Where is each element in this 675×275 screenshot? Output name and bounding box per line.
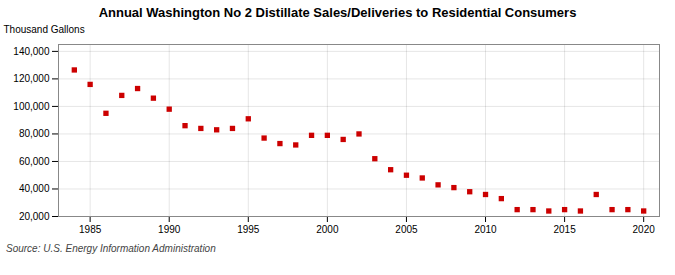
html-text:Source: U.S. Energy Informatio: Source: U.S. Energy Information Administ… bbox=[6, 243, 216, 254]
svg-text:20,000: 20,000 bbox=[19, 211, 50, 222]
svg-text:1995: 1995 bbox=[237, 224, 260, 235]
svg-text:80,000: 80,000 bbox=[19, 128, 50, 139]
svg-text:140,000: 140,000 bbox=[13, 46, 50, 57]
svg-text:2000: 2000 bbox=[316, 224, 339, 235]
svg-text:2010: 2010 bbox=[474, 224, 497, 235]
svg-text:100,000: 100,000 bbox=[13, 101, 50, 112]
svg-text:2020: 2020 bbox=[633, 224, 656, 235]
svg-text:2015: 2015 bbox=[553, 224, 576, 235]
svg-text:120,000: 120,000 bbox=[13, 73, 50, 84]
svg-text:40,000: 40,000 bbox=[19, 183, 50, 194]
svg-text:60,000: 60,000 bbox=[19, 156, 50, 167]
html-text:Annual Washington No 2 Distill: Annual Washington No 2 Distillate Sales/… bbox=[98, 5, 577, 20]
svg-text:2005: 2005 bbox=[395, 224, 418, 235]
svg-text:1990: 1990 bbox=[158, 224, 181, 235]
svg-text:Thousand Gallons: Thousand Gallons bbox=[4, 24, 85, 35]
svg-text:1985: 1985 bbox=[79, 224, 102, 235]
